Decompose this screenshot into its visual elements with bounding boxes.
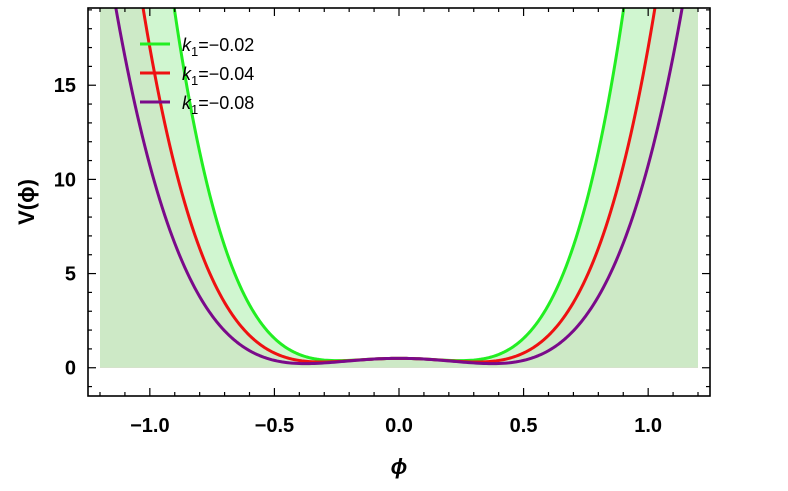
x-tick-label: −0.5 [255,415,294,437]
x-tick-label: −1.0 [130,415,169,437]
y-tick-label: 15 [54,75,76,97]
x-tick-label: 0.0 [385,415,413,437]
legend-label-1: k1=−0.04 [182,64,254,88]
x-tick-label: 0.5 [510,415,538,437]
legend-label-2: k1=−0.08 [182,93,254,117]
tick-layer [88,8,710,396]
x-axis-label: ϕ [391,454,408,479]
y-tick-label: 0 [65,358,76,380]
y-tick-labels: 0 5 10 15 [54,75,76,380]
x-tick-labels: −1.0 −0.5 0.0 0.5 1.0 [130,415,662,437]
series-0-area [100,8,698,368]
legend-label-0: k1=−0.02 [182,35,254,59]
x-tick-label: 1.0 [634,415,662,437]
y-tick-label: 5 [65,264,76,286]
series-line-layer [114,8,684,366]
legend: k1=−0.02 k1=−0.04 k1=−0.08 [140,35,254,117]
y-tick-label: 10 [54,169,76,191]
series-2-line [114,8,684,366]
y-axis-label: V(ϕ) [14,179,39,225]
series-fill-layer [100,8,698,368]
